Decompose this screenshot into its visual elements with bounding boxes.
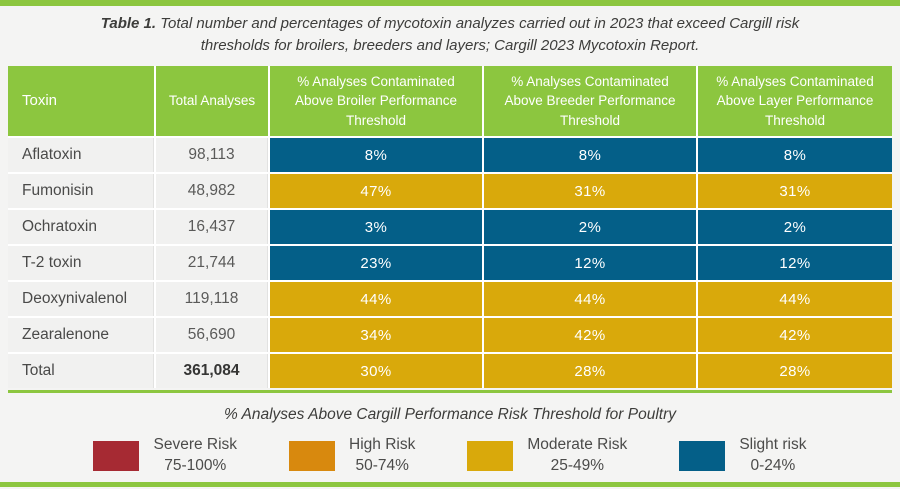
toxin-cell: Ochratoxin [8,210,154,244]
table-caption-text: Total number and percentages of mycotoxi… [160,14,800,55]
legend-item-high: High Risk 50-74% [289,435,415,477]
broiler-percentage-cell: 44% [270,282,482,316]
breeder-percentage-cell: 2% [484,210,696,244]
legend-item-severe: Severe Risk 75-100% [93,435,237,477]
legend-risk-range: 75-100% [164,456,227,474]
total-analyses-cell: 48,982 [156,174,268,208]
total-analyses-cell: 361,084 [156,354,268,388]
legend-risk-name: Moderate Risk [527,436,628,453]
toxin-cell: Zearalenone [8,318,154,352]
layer-percentage-cell: 2% [698,210,892,244]
legend-risk-range: 0-24% [750,456,796,474]
layer-percentage-cell: 12% [698,246,892,280]
toxin-cell: Total [8,354,154,388]
table-bottom-rule [8,390,892,393]
header-total-analyses: Total Analyses [156,66,268,136]
legend-title: % Analyses Above Cargill Performance Ris… [224,406,676,423]
broiler-percentage-cell: 34% [270,318,482,352]
breeder-percentage-cell: 44% [484,282,696,316]
table-grid: Toxin Total Analyses % Analyses Contamin… [8,66,892,388]
breeder-percentage-cell: 8% [484,138,696,172]
legend-risk-range: 25-49% [550,456,605,474]
legend-risk-range: 50-74% [355,456,409,474]
legend-item-moderate: Moderate Risk 25-49% [467,435,627,477]
total-analyses-cell: 119,118 [156,282,268,316]
layer-percentage-cell: 44% [698,282,892,316]
table-caption-label: Table 1. [100,14,157,32]
breeder-percentage-cell: 31% [484,174,696,208]
legend-item-slight: Slight risk 0-24% [679,435,807,477]
broiler-percentage-cell: 3% [270,210,482,244]
broiler-percentage-cell: 30% [270,354,482,388]
layer-percentage-cell: 31% [698,174,892,208]
mycotoxin-table: Toxin Total Analyses % Analyses Contamin… [8,66,892,388]
layer-percentage-cell: 28% [698,354,892,388]
total-analyses-cell: 98,113 [156,138,268,172]
toxin-cell: Deoxynivalenol [8,282,154,316]
severe-risk-swatch [93,440,140,471]
table-caption: Table 1. Total number and percentages of… [0,6,900,64]
header-layer-threshold: % Analyses Contaminated Above Layer Perf… [698,66,892,136]
header-breeder-threshold: % Analyses Contaminated Above Breeder Pe… [484,66,696,136]
risk-legend: Severe Risk 75-100% High Risk 50-74% Moderat… [0,435,900,477]
high-risk-swatch [289,440,336,471]
legend-label-severe: Severe Risk 75-100% [153,435,237,477]
breeder-percentage-cell: 28% [484,354,696,388]
breeder-percentage-cell: 42% [484,318,696,352]
toxin-cell: Aflatoxin [8,138,154,172]
total-analyses-cell: 56,690 [156,318,268,352]
toxin-cell: T-2 toxin [8,246,154,280]
layer-percentage-cell: 8% [698,138,892,172]
legend-risk-name: High Risk [349,436,416,453]
legend-risk-name: Severe Risk [153,436,238,453]
bottom-accent-bar [0,482,900,487]
layer-percentage-cell: 42% [698,318,892,352]
slight-risk-swatch [679,440,726,471]
header-broiler-threshold: % Analyses Contaminated Above Broiler Pe… [270,66,482,136]
breeder-percentage-cell: 12% [484,246,696,280]
broiler-percentage-cell: 8% [270,138,482,172]
moderate-risk-swatch [467,440,514,471]
legend-label-moderate: Moderate Risk 25-49% [527,435,627,477]
broiler-percentage-cell: 23% [270,246,482,280]
toxin-cell: Fumonisin [8,174,154,208]
header-toxin: Toxin [8,66,154,136]
total-analyses-cell: 16,437 [156,210,268,244]
legend-risk-name: Slight risk [739,436,807,453]
top-accent-bar [0,0,900,6]
total-analyses-cell: 21,744 [156,246,268,280]
broiler-percentage-cell: 47% [270,174,482,208]
legend-label-slight: Slight risk 0-24% [739,435,806,477]
legend-label-high: High Risk 50-74% [349,435,415,477]
